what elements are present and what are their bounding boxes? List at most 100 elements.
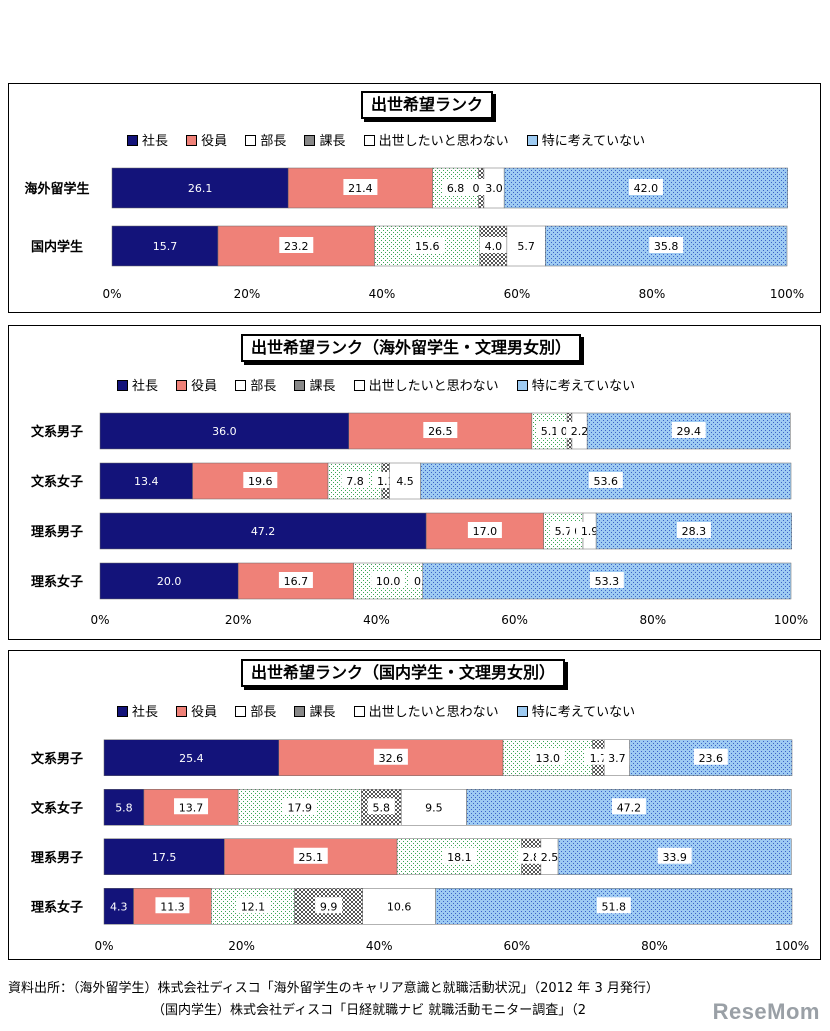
x-tick-label: 80% bbox=[639, 287, 666, 301]
data-label-bg bbox=[628, 179, 663, 195]
data-label: 18.1 bbox=[447, 851, 472, 864]
data-label-bg bbox=[479, 237, 507, 253]
data-label: 47.2 bbox=[251, 525, 276, 538]
data-label-bg bbox=[596, 897, 631, 914]
data-label: 25.1 bbox=[298, 851, 323, 864]
x-tick-label: 0% bbox=[102, 287, 121, 301]
data-label: 28.3 bbox=[682, 525, 707, 538]
x-tick-label: 20% bbox=[234, 287, 261, 301]
data-label-bg bbox=[391, 472, 419, 488]
chart-legend: 社長 役員 部長 課長 出世したいと思わない 特に考えていない bbox=[117, 701, 649, 720]
source-line-1: 資料出所：（海外留学生）株式会社ディスコ「海外留学生のキャリア意識と就職活動状況… bbox=[8, 981, 659, 996]
data-label: 1.7 bbox=[590, 752, 608, 765]
x-tick-label: 0% bbox=[90, 613, 109, 627]
x-tick-label: 60% bbox=[504, 287, 531, 301]
category-label: 文系男子 bbox=[31, 424, 83, 440]
x-tick-label: 80% bbox=[639, 613, 666, 627]
data-label-bg bbox=[676, 522, 711, 538]
legend-item: 社長 bbox=[117, 701, 158, 720]
watermark-logo: ReseMom bbox=[712, 999, 820, 1024]
data-label: 1.9 bbox=[581, 525, 599, 538]
data-label: 2.2 bbox=[571, 425, 589, 438]
category-label: 文系女子 bbox=[31, 474, 83, 490]
bar-segment bbox=[111, 167, 289, 209]
bar-segment bbox=[99, 412, 350, 450]
data-label: 53.6 bbox=[594, 475, 619, 488]
data-label-bg bbox=[367, 798, 395, 815]
legend-item: 特に考えていない bbox=[526, 130, 645, 149]
x-tick-label: 100% bbox=[775, 939, 809, 953]
data-label: 5.8 bbox=[373, 801, 391, 814]
data-label-bg bbox=[373, 748, 408, 765]
chart-legend: 社長 役員 部長 課長 出世したいと思わない 特に考えていない bbox=[127, 130, 659, 149]
data-label-bg bbox=[671, 422, 706, 438]
data-label-bg bbox=[566, 422, 594, 438]
data-label: 21.4 bbox=[348, 182, 373, 195]
data-label: 13.4 bbox=[134, 475, 159, 488]
data-label-bg bbox=[423, 422, 458, 438]
x-tick-label: 40% bbox=[369, 287, 396, 301]
data-label: 53.3 bbox=[595, 575, 620, 588]
data-label: 9.5 bbox=[425, 801, 443, 814]
legend-item: 部長 bbox=[235, 375, 276, 394]
data-label-bg bbox=[410, 237, 445, 253]
category-label: 理系男子 bbox=[31, 524, 83, 540]
legend-item: 社長 bbox=[127, 130, 168, 149]
category-label: 国内学生 bbox=[31, 239, 83, 255]
data-label: 42.0 bbox=[634, 182, 659, 195]
data-label: 5.8 bbox=[115, 801, 133, 814]
bar-segment bbox=[111, 225, 219, 267]
data-label: 9.9 bbox=[320, 900, 338, 913]
data-label-bg bbox=[649, 237, 684, 253]
data-label-bg bbox=[341, 472, 369, 488]
data-label-bg bbox=[530, 748, 565, 765]
legend-item: 課長 bbox=[304, 130, 345, 149]
bar-segment bbox=[99, 462, 193, 500]
data-label: 26.1 bbox=[188, 182, 213, 195]
data-label: 7.8 bbox=[346, 475, 364, 488]
data-label: 29.4 bbox=[676, 425, 701, 438]
data-label: 17.5 bbox=[152, 851, 177, 864]
data-label: 35.8 bbox=[654, 240, 679, 253]
data-label-bg bbox=[535, 847, 563, 864]
legend-item: 部長 bbox=[235, 701, 276, 720]
data-label: 33.9 bbox=[662, 851, 687, 864]
data-label-bg bbox=[442, 847, 477, 864]
data-label: 13.0 bbox=[536, 752, 561, 765]
data-label: 10.6 bbox=[387, 900, 412, 913]
legend-item: 役員 bbox=[176, 701, 217, 720]
data-label-bg bbox=[282, 798, 317, 815]
data-label-bg bbox=[442, 179, 470, 195]
data-label: 23.2 bbox=[284, 240, 309, 253]
x-tick-label: 80% bbox=[641, 939, 668, 953]
bar-chart-1: 海外留学生26.121.46.80.83.042.0国内学生15.723.215… bbox=[24, 167, 804, 301]
data-label-bg bbox=[693, 748, 728, 765]
legend-item: 出世したいと思わない bbox=[353, 375, 499, 394]
data-label: 4.0 bbox=[485, 240, 503, 253]
data-label-bg bbox=[382, 897, 417, 914]
x-tick-label: 40% bbox=[366, 939, 393, 953]
data-label: 2.8 bbox=[522, 851, 540, 864]
category-label: 理系女子 bbox=[31, 899, 83, 915]
bar-segment bbox=[103, 739, 280, 776]
data-label: 51.8 bbox=[602, 900, 627, 913]
x-tick-label: 40% bbox=[363, 613, 390, 627]
data-label: 12.1 bbox=[241, 900, 266, 913]
data-label: 23.6 bbox=[699, 752, 724, 765]
category-label: 文系男子 bbox=[31, 751, 83, 767]
legend-item: 出世したいと思わない bbox=[353, 701, 499, 720]
category-label: 理系女子 bbox=[31, 574, 83, 590]
chart-panel-2: 出世希望ランク（海外留学生・文理男女別） 社長 役員 部長 課長 出世したいと思… bbox=[8, 325, 821, 640]
data-label: 4.3 bbox=[110, 900, 128, 913]
chart-title: 出世希望ランク（海外留学生・文理男女別） bbox=[241, 334, 582, 362]
data-label: 19.6 bbox=[248, 475, 273, 488]
chart-panel-1: 出世希望ランク 社長 役員 部長 課長 出世したいと思わない 特に考えていない … bbox=[8, 83, 821, 313]
data-label-bg bbox=[420, 798, 448, 815]
data-label-bg bbox=[174, 798, 209, 815]
legend-item: 特に考えていない bbox=[516, 701, 635, 720]
data-label: 3.0 bbox=[485, 182, 503, 195]
x-tick-label: 100% bbox=[774, 613, 808, 627]
legend-item: 課長 bbox=[294, 701, 335, 720]
x-tick-label: 60% bbox=[503, 939, 530, 953]
bar-segment bbox=[103, 838, 225, 875]
